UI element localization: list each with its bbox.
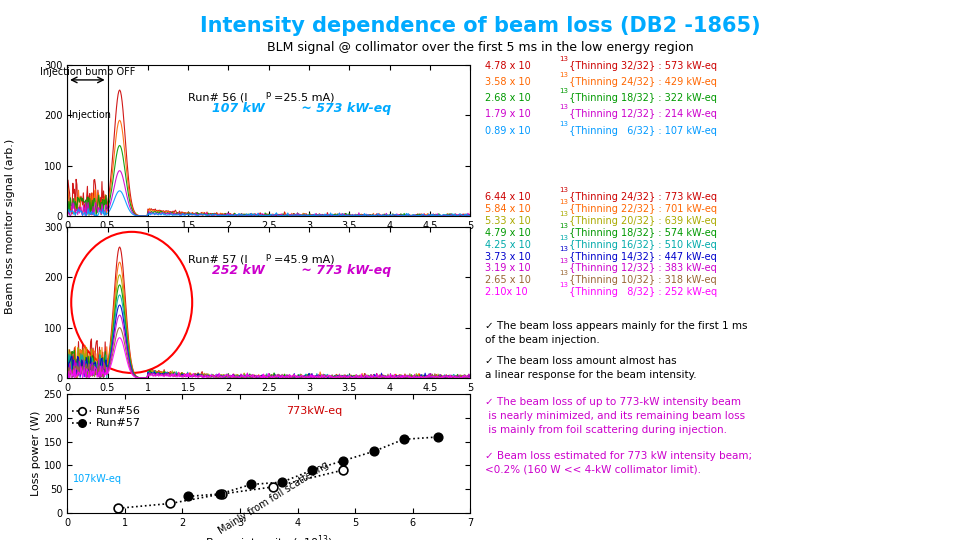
Point: [243, 480, 258, 489]
Point: [304, 466, 320, 475]
Text: BLM signal @ collimator over the first 5 ms in the low energy region: BLM signal @ collimator over the first 5…: [267, 40, 693, 53]
Point: [162, 499, 178, 508]
Text: ~ 773 kW-eq: ~ 773 kW-eq: [297, 264, 392, 277]
Point: [180, 492, 196, 501]
Text: p: p: [266, 252, 271, 260]
Text: {Thinning 18/32} : 574 kW-eq: {Thinning 18/32} : 574 kW-eq: [566, 228, 717, 238]
Text: 2.65 x 10: 2.65 x 10: [485, 275, 531, 285]
Text: =25.5 mA): =25.5 mA): [274, 92, 334, 103]
Text: Run#57: Run#57: [96, 418, 141, 428]
Point: [74, 418, 89, 427]
Text: 13: 13: [560, 270, 568, 276]
Point: [275, 478, 290, 487]
Text: 4.79 x 10: 4.79 x 10: [485, 228, 531, 238]
Text: 13: 13: [560, 222, 568, 229]
Text: {Thinning   6/32} : 107 kW-eq: {Thinning 6/32} : 107 kW-eq: [566, 126, 717, 136]
Text: 13: 13: [560, 282, 568, 288]
Text: 0.89 x 10: 0.89 x 10: [485, 126, 531, 136]
Text: 6.44 x 10: 6.44 x 10: [485, 192, 531, 202]
Text: Injection: Injection: [69, 110, 110, 120]
Text: Run# 57 (I: Run# 57 (I: [188, 254, 248, 265]
Point: [214, 490, 229, 498]
Text: 3.73 x 10: 3.73 x 10: [485, 252, 531, 261]
Text: {Thinning 12/32} : 383 kW-eq: {Thinning 12/32} : 383 kW-eq: [566, 264, 717, 273]
Text: {Thinning 32/32} : 573 kW-eq: {Thinning 32/32} : 573 kW-eq: [566, 61, 717, 71]
Point: [110, 504, 126, 512]
Text: 107kW-eq: 107kW-eq: [73, 474, 122, 483]
Text: Run# 56 (I: Run# 56 (I: [188, 92, 248, 103]
Text: Run#56: Run#56: [96, 406, 141, 416]
X-axis label: Time (ms): Time (ms): [241, 237, 297, 246]
Text: Mainly from foil scattering: Mainly from foil scattering: [217, 460, 331, 536]
X-axis label: Time (ms): Time (ms): [241, 399, 297, 408]
Point: [266, 483, 281, 491]
Text: {Thinning 16/32} : 510 kW-eq: {Thinning 16/32} : 510 kW-eq: [566, 240, 717, 249]
Text: 2.68 x 10: 2.68 x 10: [485, 93, 531, 103]
Y-axis label: Loss power (W): Loss power (W): [31, 411, 41, 496]
Text: ~ 573 kW-eq: ~ 573 kW-eq: [297, 102, 392, 115]
Text: 1.79 x 10: 1.79 x 10: [485, 110, 531, 119]
Text: {Thinning 22/32} : 701 kW-eq: {Thinning 22/32} : 701 kW-eq: [566, 204, 717, 214]
Point: [367, 447, 382, 456]
Text: p: p: [266, 90, 271, 98]
Text: 13: 13: [560, 72, 568, 78]
X-axis label: Beam intensity (x10$^{13}$): Beam intensity (x10$^{13}$): [204, 534, 333, 540]
Point: [396, 435, 411, 444]
Text: 13: 13: [560, 258, 568, 265]
Text: {Thinning 18/32} : 322 kW-eq: {Thinning 18/32} : 322 kW-eq: [566, 93, 717, 103]
Text: 3.58 x 10: 3.58 x 10: [485, 77, 531, 87]
Point: [430, 433, 445, 441]
Text: 13: 13: [560, 199, 568, 205]
Point: [335, 466, 350, 475]
Text: 13: 13: [560, 246, 568, 253]
Text: ✓ The beam loss appears mainly for the first 1 ms
of the beam injection.: ✓ The beam loss appears mainly for the f…: [485, 321, 747, 345]
Text: 773kW-eq: 773kW-eq: [286, 406, 343, 416]
Text: ✓ Beam loss estimated for 773 kW intensity beam;
<0.2% (160 W << 4-kW collimator: ✓ Beam loss estimated for 773 kW intensi…: [485, 451, 752, 475]
Text: ✓ The beam loss of up to 773-kW intensity beam
 is nearly minimized, and its rem: ✓ The beam loss of up to 773-kW intensit…: [485, 397, 745, 435]
Text: 5.33 x 10: 5.33 x 10: [485, 216, 531, 226]
Text: =45.9 mA): =45.9 mA): [274, 254, 334, 265]
Text: 13: 13: [560, 211, 568, 217]
Text: 252 kW: 252 kW: [212, 264, 265, 277]
Text: 13: 13: [560, 120, 568, 127]
Text: 13: 13: [560, 234, 568, 241]
Point: [335, 456, 350, 465]
Text: Beam loss monitor signal (arb.): Beam loss monitor signal (arb.): [5, 139, 14, 314]
Text: {Thinning 10/32} : 318 kW-eq: {Thinning 10/32} : 318 kW-eq: [566, 275, 717, 285]
Text: {Thinning   8/32} : 252 kW-eq: {Thinning 8/32} : 252 kW-eq: [566, 287, 717, 297]
Text: 107 kW: 107 kW: [212, 102, 265, 115]
Text: 13: 13: [560, 187, 568, 193]
Text: 2.10x 10: 2.10x 10: [485, 287, 527, 297]
Point: [74, 407, 89, 415]
Text: 13: 13: [560, 88, 568, 94]
Text: 3.19 x 10: 3.19 x 10: [485, 264, 531, 273]
Text: {Thinning 12/32} : 214 kW-eq: {Thinning 12/32} : 214 kW-eq: [566, 110, 717, 119]
Text: 13: 13: [560, 104, 568, 111]
Text: 4.25 x 10: 4.25 x 10: [485, 240, 531, 249]
Text: {Thinning 24/32} : 429 kW-eq: {Thinning 24/32} : 429 kW-eq: [566, 77, 717, 87]
Text: {Thinning 20/32} : 639 kW-eq: {Thinning 20/32} : 639 kW-eq: [566, 216, 717, 226]
Text: 4.78 x 10: 4.78 x 10: [485, 61, 531, 71]
Text: 13: 13: [560, 56, 568, 62]
Text: Intensity dependence of beam loss (DB2 -1865): Intensity dependence of beam loss (DB2 -…: [200, 16, 760, 36]
Text: Injection bump OFF: Injection bump OFF: [39, 68, 135, 77]
Text: 5.84 x 10: 5.84 x 10: [485, 204, 531, 214]
Text: {Thinning 14/32} : 447 kW-eq: {Thinning 14/32} : 447 kW-eq: [566, 252, 717, 261]
Text: ✓ The beam loss amount almost has
a linear response for the beam intensity.: ✓ The beam loss amount almost has a line…: [485, 356, 696, 380]
Text: {Thinning 24/32} : 773 kW-eq: {Thinning 24/32} : 773 kW-eq: [566, 192, 717, 202]
Point: [212, 490, 228, 498]
